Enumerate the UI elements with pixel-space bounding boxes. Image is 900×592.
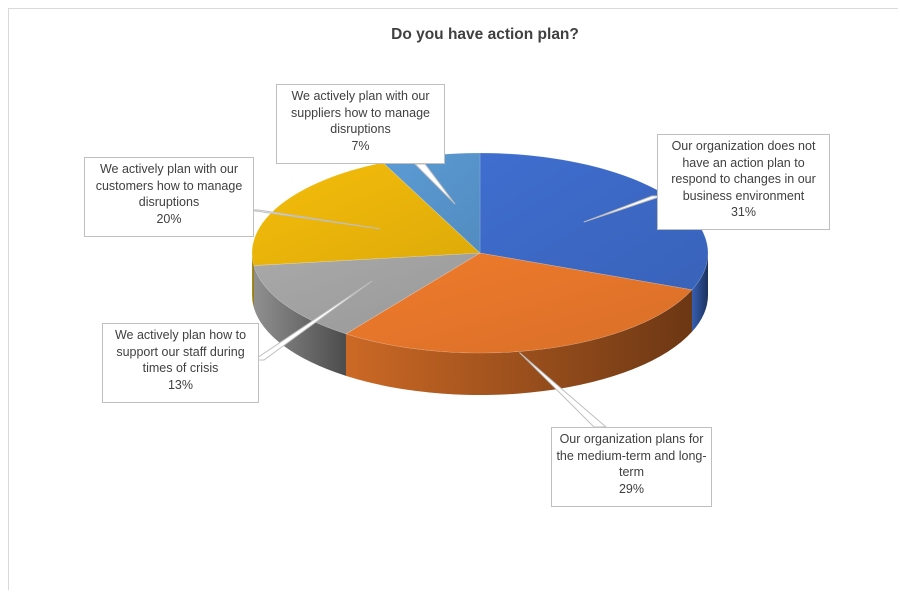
callout-percent: 13% <box>167 377 194 392</box>
chart-frame <box>8 8 898 590</box>
pie-slice-3 <box>251 162 481 266</box>
callout-customers: We actively plan with our customers how … <box>84 157 254 237</box>
callout-label: We actively plan how to support our staf… <box>114 328 247 375</box>
callout-label: We actively plan with our customers how … <box>95 162 243 209</box>
callout-percent: 29% <box>618 481 645 496</box>
pie-side-1 <box>345 289 692 396</box>
callout-medium-long-term: Our organization plans for the medium-te… <box>551 427 712 507</box>
pie-slice-2 <box>253 252 481 335</box>
callout-staff-support: We actively plan how to support our staf… <box>102 323 259 403</box>
callout-pointer-4 <box>413 163 456 205</box>
callout-pointer-3 <box>248 209 381 230</box>
callout-percent: 7% <box>351 138 370 153</box>
pie-side-0 <box>691 253 708 332</box>
pie-slice-1 <box>345 252 693 354</box>
chart-title: Do you have action plan? <box>391 26 579 43</box>
callout-label: Our organization does not have an action… <box>671 139 816 203</box>
callout-percent: 20% <box>156 211 182 226</box>
callout-suppliers: We actively plan with our suppliers how … <box>276 84 445 164</box>
callout-pointer-2 <box>252 280 373 361</box>
pie-side-3 <box>252 253 254 308</box>
callout-label: We actively plan with our suppliers how … <box>291 89 430 136</box>
pie-side-2 <box>253 265 346 376</box>
callout-no-action-plan: Our organization does not have an action… <box>657 134 830 230</box>
callout-label: Our organization plans for the medium-te… <box>556 432 707 479</box>
callout-percent: 31% <box>730 205 757 219</box>
